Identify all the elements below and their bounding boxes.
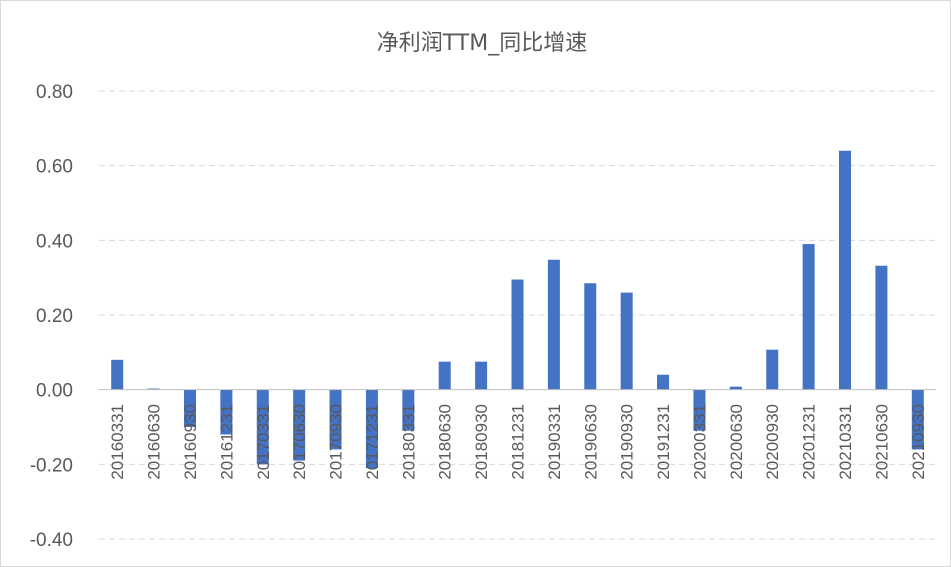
bar-20210930 bbox=[911, 389, 924, 450]
x-tick-label: 20190630 bbox=[581, 404, 600, 480]
bar-20190331 bbox=[547, 259, 560, 390]
x-tick-label: 20180630 bbox=[436, 404, 455, 480]
bar-20190630 bbox=[584, 283, 597, 390]
x-tick-label: 20160930 bbox=[181, 404, 200, 480]
y-tick-label: -0.20 bbox=[30, 455, 73, 476]
y-tick-label: -0.40 bbox=[30, 530, 73, 551]
x-tick-label: 20171231 bbox=[363, 404, 382, 480]
bar-20170331 bbox=[256, 389, 269, 465]
x-tick-label: 20190331 bbox=[545, 404, 564, 480]
x-tick-label: 20180331 bbox=[399, 404, 418, 480]
x-tick-label: 20200630 bbox=[727, 404, 746, 480]
bar-20160630 bbox=[147, 388, 160, 390]
bar-20200630 bbox=[729, 386, 742, 390]
x-tick-label: 20170331 bbox=[254, 404, 273, 480]
bar-20190930 bbox=[620, 292, 633, 390]
bar-20160930 bbox=[183, 389, 196, 427]
x-tick-label: 20161231 bbox=[217, 404, 236, 480]
y-tick-label: 0.20 bbox=[36, 306, 73, 327]
y-tick-label: 0.60 bbox=[36, 157, 73, 178]
bar-20181231 bbox=[511, 279, 524, 390]
y-tick-label: 0.40 bbox=[36, 231, 73, 252]
bar-20200331 bbox=[693, 389, 706, 431]
bar-20180930 bbox=[475, 361, 488, 390]
bar-20210630 bbox=[875, 265, 888, 390]
bar-20210331 bbox=[839, 150, 852, 390]
x-tick-label: 20160331 bbox=[108, 404, 127, 480]
y-tick-label: 0.00 bbox=[36, 381, 73, 402]
bar-20170630 bbox=[293, 389, 306, 461]
x-tick-label: 20180930 bbox=[472, 404, 491, 480]
x-tick-label: 20190930 bbox=[618, 404, 637, 480]
x-tick-label: 20170930 bbox=[327, 404, 346, 480]
bar-20191231 bbox=[657, 374, 670, 390]
bar-20171231 bbox=[365, 389, 378, 469]
x-tick-label: 20181231 bbox=[509, 404, 528, 480]
x-tick-label: 20160630 bbox=[145, 404, 164, 480]
bar-20201231 bbox=[802, 244, 815, 390]
x-tick-label: 20210930 bbox=[909, 404, 928, 480]
x-tick-label: 20200930 bbox=[763, 404, 782, 480]
x-tick-label: 20200331 bbox=[690, 404, 709, 480]
x-tick-label: 20210331 bbox=[836, 404, 855, 480]
x-tick-label: 20210630 bbox=[872, 404, 891, 480]
x-tick-label: 20170630 bbox=[290, 404, 309, 480]
bar-20200930 bbox=[766, 349, 779, 390]
y-tick-label: 0.80 bbox=[36, 82, 73, 103]
chart-title: 净利润TTM_同比增速 bbox=[377, 31, 587, 56]
x-tick-label: 20201231 bbox=[800, 404, 819, 480]
bar-20180331 bbox=[402, 389, 415, 431]
bar-20161231 bbox=[220, 389, 233, 435]
bars bbox=[111, 150, 924, 469]
x-axis-ticks: 20160331 20160630 20160930 20161231 20170331… bbox=[108, 404, 928, 480]
x-tick-label: 20191231 bbox=[654, 404, 673, 480]
bar-20160331 bbox=[111, 359, 124, 390]
y-axis-ticks: 0.80 0.60 0.40 0.20 0.00 -0.20 -0.40 bbox=[30, 82, 73, 551]
bar-20180630 bbox=[438, 361, 451, 390]
bar-20170930 bbox=[329, 389, 342, 450]
